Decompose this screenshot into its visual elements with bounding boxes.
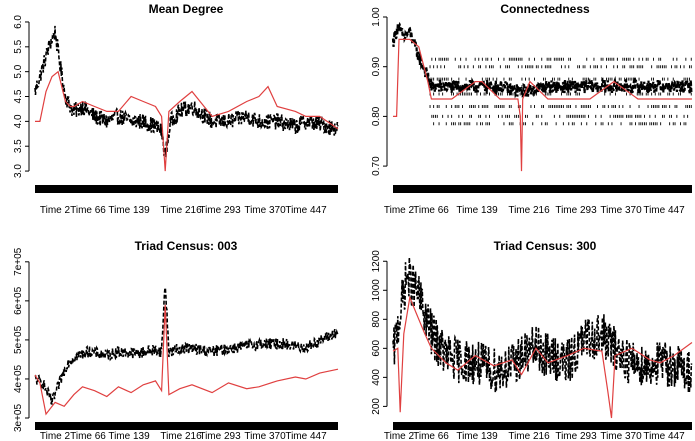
y-tick-label: 5.5	[13, 39, 24, 53]
y-tick-label: 1200	[371, 250, 382, 273]
x-tick-label: Time 2	[384, 205, 415, 216]
chart-title: Triad Census: 003	[135, 239, 238, 253]
simulated-series-line	[393, 38, 692, 172]
y-axis: 3.0 3.5 4.0 4.5 5.0 5.5 6.0	[13, 15, 30, 178]
y-tick-label: 7e+05	[13, 247, 24, 276]
y-tick-label: 3.0	[13, 164, 24, 178]
x-tick-label: Time 139	[456, 205, 498, 216]
x-tick-label: Time 66	[413, 431, 449, 441]
y-tick-label: 200	[371, 398, 382, 415]
x-tick-label: Time 139	[108, 205, 150, 216]
x-tick-label: Time 447	[285, 431, 327, 441]
chart-title: Triad Census: 300	[494, 239, 597, 253]
y-tick-label: 3e+05	[13, 404, 24, 433]
y-tick-label: 0.80	[371, 106, 382, 126]
panel-triad-census-300: Triad Census: 300 200 400 600 800 1000 1200 Tim…	[371, 239, 693, 441]
y-axis: 3e+05 4e+05 5e+05 6e+05 7e+05	[13, 247, 30, 433]
y-tick-label: 600	[371, 340, 382, 357]
simulated-series-line	[34, 304, 339, 416]
x-tick-label: Time 293	[199, 431, 241, 441]
x-tick-label: Time 447	[643, 431, 685, 441]
observed-series-line	[34, 25, 339, 158]
x-axis-bar	[393, 185, 692, 193]
x-tick-label: Time 2	[40, 205, 71, 216]
x-tick-label: Time 216	[508, 431, 550, 441]
x-tick-label: Time 139	[456, 431, 498, 441]
x-tick-label: Time 216	[508, 205, 550, 216]
chart-title: Connectedness	[500, 2, 590, 16]
x-tick-label: Time 370	[600, 205, 642, 216]
plot-area	[34, 287, 339, 416]
simulated-series-line	[35, 70, 339, 172]
x-tick-label: Time 66	[70, 431, 106, 441]
y-tick-label: 0.90	[371, 57, 382, 77]
y-tick-label: 4.5	[13, 89, 24, 103]
y-tick-label: 5.0	[13, 64, 24, 78]
panel-triad-census-003: Triad Census: 003 3e+05 4e+05 5e+05 6e+05 7e+…	[13, 239, 339, 441]
x-tick-label: Time 2	[40, 431, 71, 441]
y-tick-label: 6e+05	[13, 286, 24, 315]
x-axis-bar	[393, 422, 692, 430]
x-tick-label: Time 447	[285, 205, 327, 216]
x-tick-label: Time 66	[413, 205, 449, 216]
y-axis: 0.70 0.80 0.90 1.00	[371, 7, 388, 176]
observed-series-line	[391, 21, 693, 99]
x-tick-label: Time 370	[600, 431, 642, 441]
y-axis: 200 400 600 800 1000 1200	[371, 250, 388, 415]
observed-series-line	[392, 257, 693, 393]
plot-area	[391, 21, 693, 172]
y-tick-label: 4.0	[13, 114, 24, 128]
y-tick-label: 0.70	[371, 156, 382, 176]
x-tick-label: Time 216	[160, 431, 202, 441]
x-axis-bar	[35, 422, 338, 430]
x-tick-label: Time 447	[643, 205, 685, 216]
x-tick-label: Time 66	[70, 205, 106, 216]
y-tick-label: 4e+05	[13, 364, 24, 393]
y-tick-label: 6.0	[13, 15, 24, 29]
x-tick-label: Time 293	[555, 431, 597, 441]
y-tick-label: 3.5	[13, 139, 24, 153]
y-tick-label: 5e+05	[13, 325, 24, 354]
plot-area	[34, 25, 339, 172]
x-tick-label: Time 293	[199, 205, 241, 216]
y-tick-label: 400	[371, 369, 382, 386]
x-tick-label: Time 370	[244, 205, 286, 216]
y-tick-label: 1.00	[371, 7, 382, 27]
x-tick-label: Time 293	[555, 205, 597, 216]
x-axis-bar	[35, 185, 338, 193]
simulated-series-line	[392, 295, 693, 419]
chart-title: Mean Degree	[149, 2, 224, 16]
y-tick-label: 1000	[371, 279, 382, 302]
y-tick-label: 800	[371, 311, 382, 328]
x-tick-label: Time 370	[244, 431, 286, 441]
x-tick-label: Time 2	[384, 431, 415, 441]
x-tick-label: Time 216	[160, 205, 202, 216]
x-tick-label: Time 139	[108, 431, 150, 441]
observed-series-line	[34, 287, 339, 405]
plot-area	[392, 257, 693, 419]
